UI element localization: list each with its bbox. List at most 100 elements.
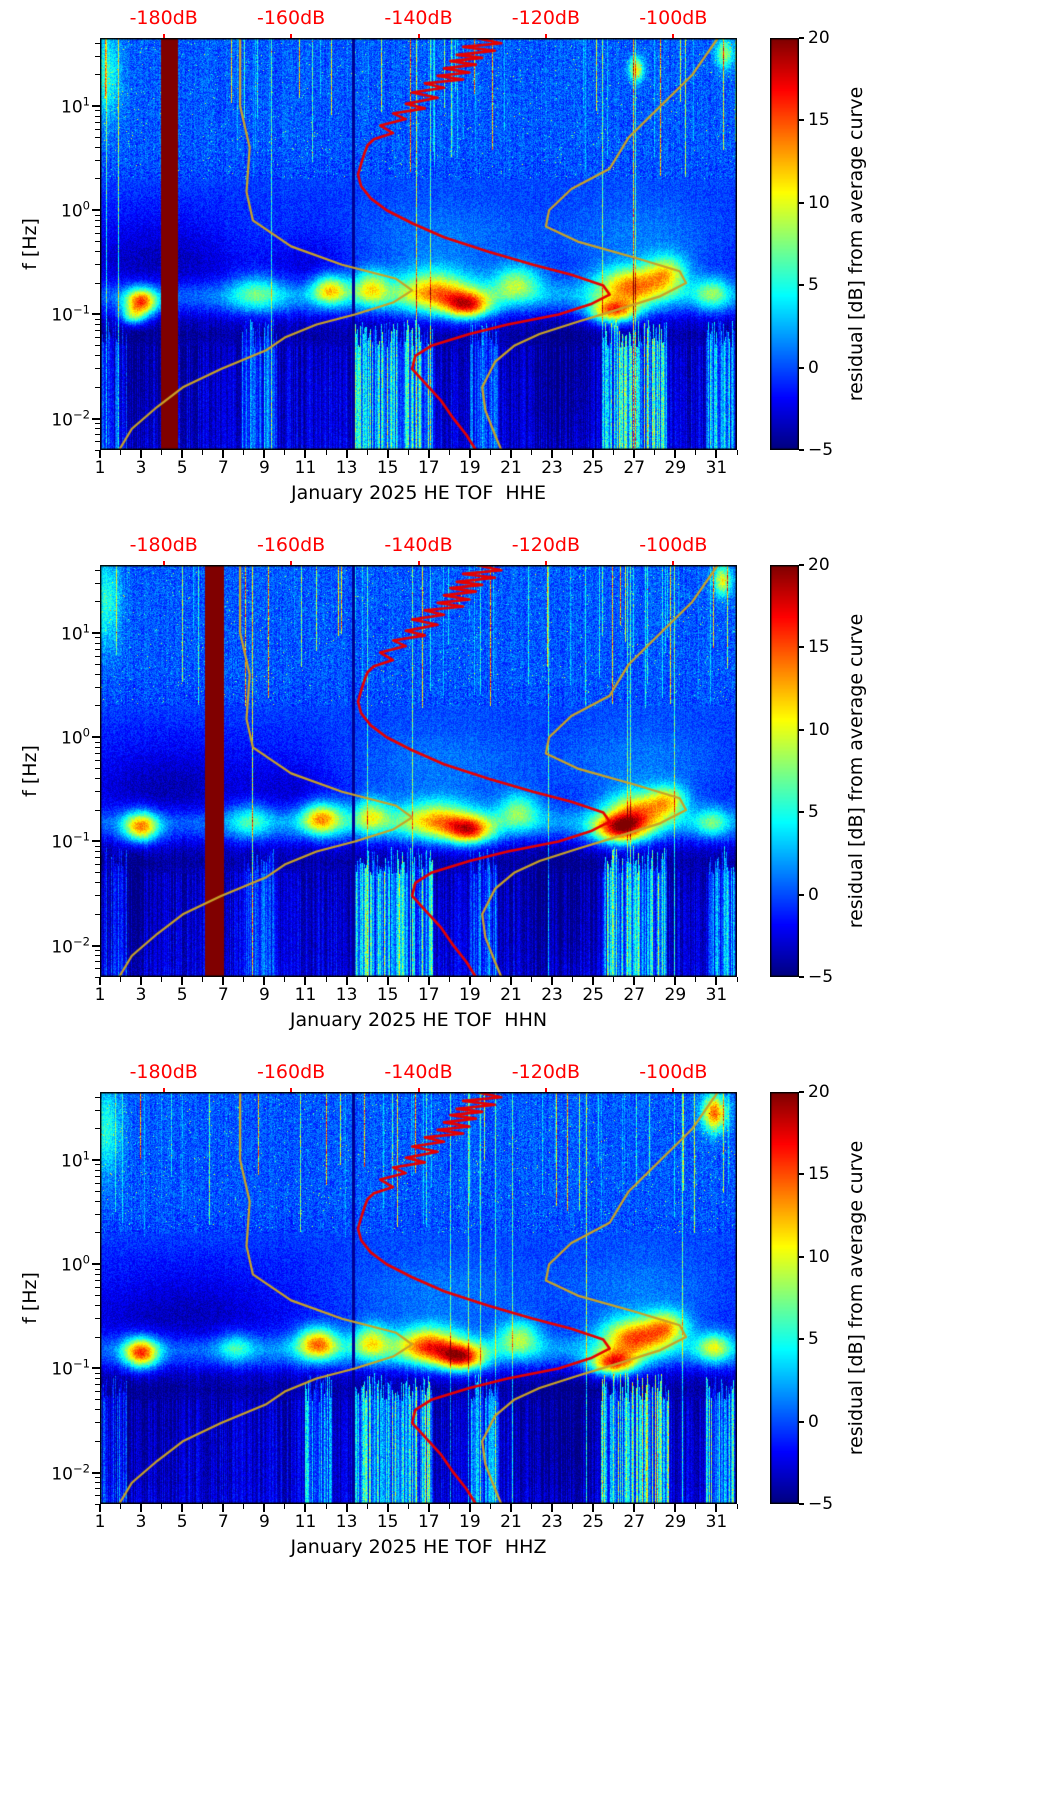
y-minor-tick (95, 264, 100, 266)
y-minor-tick (95, 648, 100, 650)
y-minor-tick (95, 1096, 100, 1098)
y-tick-label: 101 (61, 94, 90, 118)
x-major-tick (674, 1504, 677, 1512)
y-minor-tick (95, 809, 100, 811)
x-minor-tick (489, 977, 491, 982)
x-major-tick (509, 1504, 512, 1512)
x-major-tick (181, 977, 184, 985)
x-major-tick (386, 977, 389, 985)
x-major-tick (263, 450, 266, 458)
x-tick-label: 23 (541, 458, 563, 478)
colorbar-tick (799, 284, 804, 287)
x-minor-tick (325, 1504, 327, 1509)
y-minor-tick (95, 864, 100, 866)
colorbar-tick-label: 20 (808, 28, 830, 48)
y-minor-tick (95, 674, 100, 676)
x-minor-tick (407, 977, 409, 982)
y-minor-tick (95, 368, 100, 370)
y-minor-tick (95, 251, 100, 253)
y-minor-tick (95, 345, 100, 347)
x-tick-label: 27 (623, 458, 646, 478)
x-major-tick (181, 450, 184, 458)
y-tick-label: 10−2 (51, 407, 90, 430)
x-major-tick (551, 977, 554, 985)
x-tick-label: 27 (623, 985, 646, 1005)
colorbar-tick (799, 564, 804, 566)
x-minor-tick (695, 977, 697, 982)
y-minor-tick (95, 1503, 100, 1505)
y-minor-tick (95, 857, 100, 859)
y-minor-tick (95, 913, 100, 915)
colorbar-label: residual [dB] from average curve (845, 613, 867, 929)
x-minor-tick (736, 450, 738, 455)
top-db-tick-label: -120dB (511, 1061, 580, 1083)
colorbar-tick-label: 0 (808, 1411, 819, 1432)
y-minor-tick (95, 1305, 100, 1307)
colorbar-tick-label: −5 (808, 440, 834, 460)
x-tick-label: 23 (541, 985, 563, 1005)
x-minor-tick (366, 1504, 368, 1509)
y-minor-tick (95, 136, 100, 138)
x-major-tick (427, 450, 430, 458)
y-minor-tick (95, 434, 100, 436)
y-minor-tick (95, 1109, 100, 1111)
colorbar-tick (799, 1173, 804, 1176)
colorbar-gradient (770, 1092, 799, 1504)
y-minor-tick (95, 441, 100, 443)
y-minor-tick (95, 1399, 100, 1401)
y-minor-tick (95, 663, 100, 665)
y-minor-tick (95, 219, 100, 221)
x-minor-tick (243, 977, 245, 982)
y-minor-tick (95, 1378, 100, 1380)
x-minor-tick (736, 1504, 738, 1509)
x-axis-title: January 2025 HE TOF HHN (289, 1009, 548, 1031)
x-minor-tick (654, 977, 656, 982)
x-major-tick (140, 450, 143, 458)
y-minor-tick (95, 115, 100, 117)
y-tick-label: 10−1 (51, 1357, 90, 1380)
y-minor-tick (95, 214, 100, 216)
spectrogram-canvas-hhe (100, 38, 737, 450)
x-tick-label: 5 (176, 458, 188, 478)
y-minor-tick (95, 1164, 100, 1166)
y-minor-tick (95, 1409, 100, 1411)
y-minor-tick (95, 1482, 100, 1484)
y-minor-tick (95, 705, 100, 707)
y-minor-tick (95, 241, 100, 243)
spectrogram-panel-hhz: f [Hz] 101 100 10−1 10−2 1 3 5 7 9 11 13 15 17 19 21 23 2… (0, 1054, 1052, 1581)
x-minor-tick (284, 1504, 286, 1509)
colorbar-gradient (770, 565, 799, 977)
y-minor-tick (95, 778, 100, 780)
x-major-tick (592, 977, 595, 985)
x-tick-label: 11 (294, 1512, 317, 1532)
x-major-tick (386, 1504, 389, 1512)
x-tick-label: 13 (335, 458, 358, 478)
y-minor-tick (95, 1175, 100, 1177)
y-minor-tick (95, 1384, 100, 1386)
top-db-tick-label: -160dB (256, 7, 326, 29)
x-tick-label: 25 (582, 1512, 604, 1532)
x-tick-label: 13 (335, 1512, 358, 1532)
colorbar-tick (799, 976, 804, 978)
y-minor-tick (95, 895, 100, 897)
x-major-tick (345, 977, 348, 985)
y-minor-tick (95, 1201, 100, 1203)
y-minor-tick (95, 955, 100, 957)
top-db-tick-label: -180dB (129, 534, 198, 556)
colorbar-tick (799, 728, 804, 731)
y-minor-tick (95, 872, 100, 874)
y-minor-tick (95, 1488, 100, 1490)
y-minor-tick (95, 741, 100, 743)
y-minor-tick (95, 1422, 100, 1424)
x-tick-label: 3 (135, 458, 147, 478)
y-major-tick (92, 1367, 100, 1370)
y-minor-tick (95, 330, 100, 332)
x-tick-label: 21 (500, 985, 522, 1005)
x-tick-label: 15 (376, 458, 399, 478)
colorbar-tick (799, 37, 804, 39)
colorbar-tick-label: 15 (808, 110, 830, 131)
x-minor-tick (325, 450, 327, 455)
y-major-tick (92, 417, 100, 420)
y-tick-label: 10−1 (51, 830, 90, 853)
colorbar-gradient (770, 38, 799, 450)
